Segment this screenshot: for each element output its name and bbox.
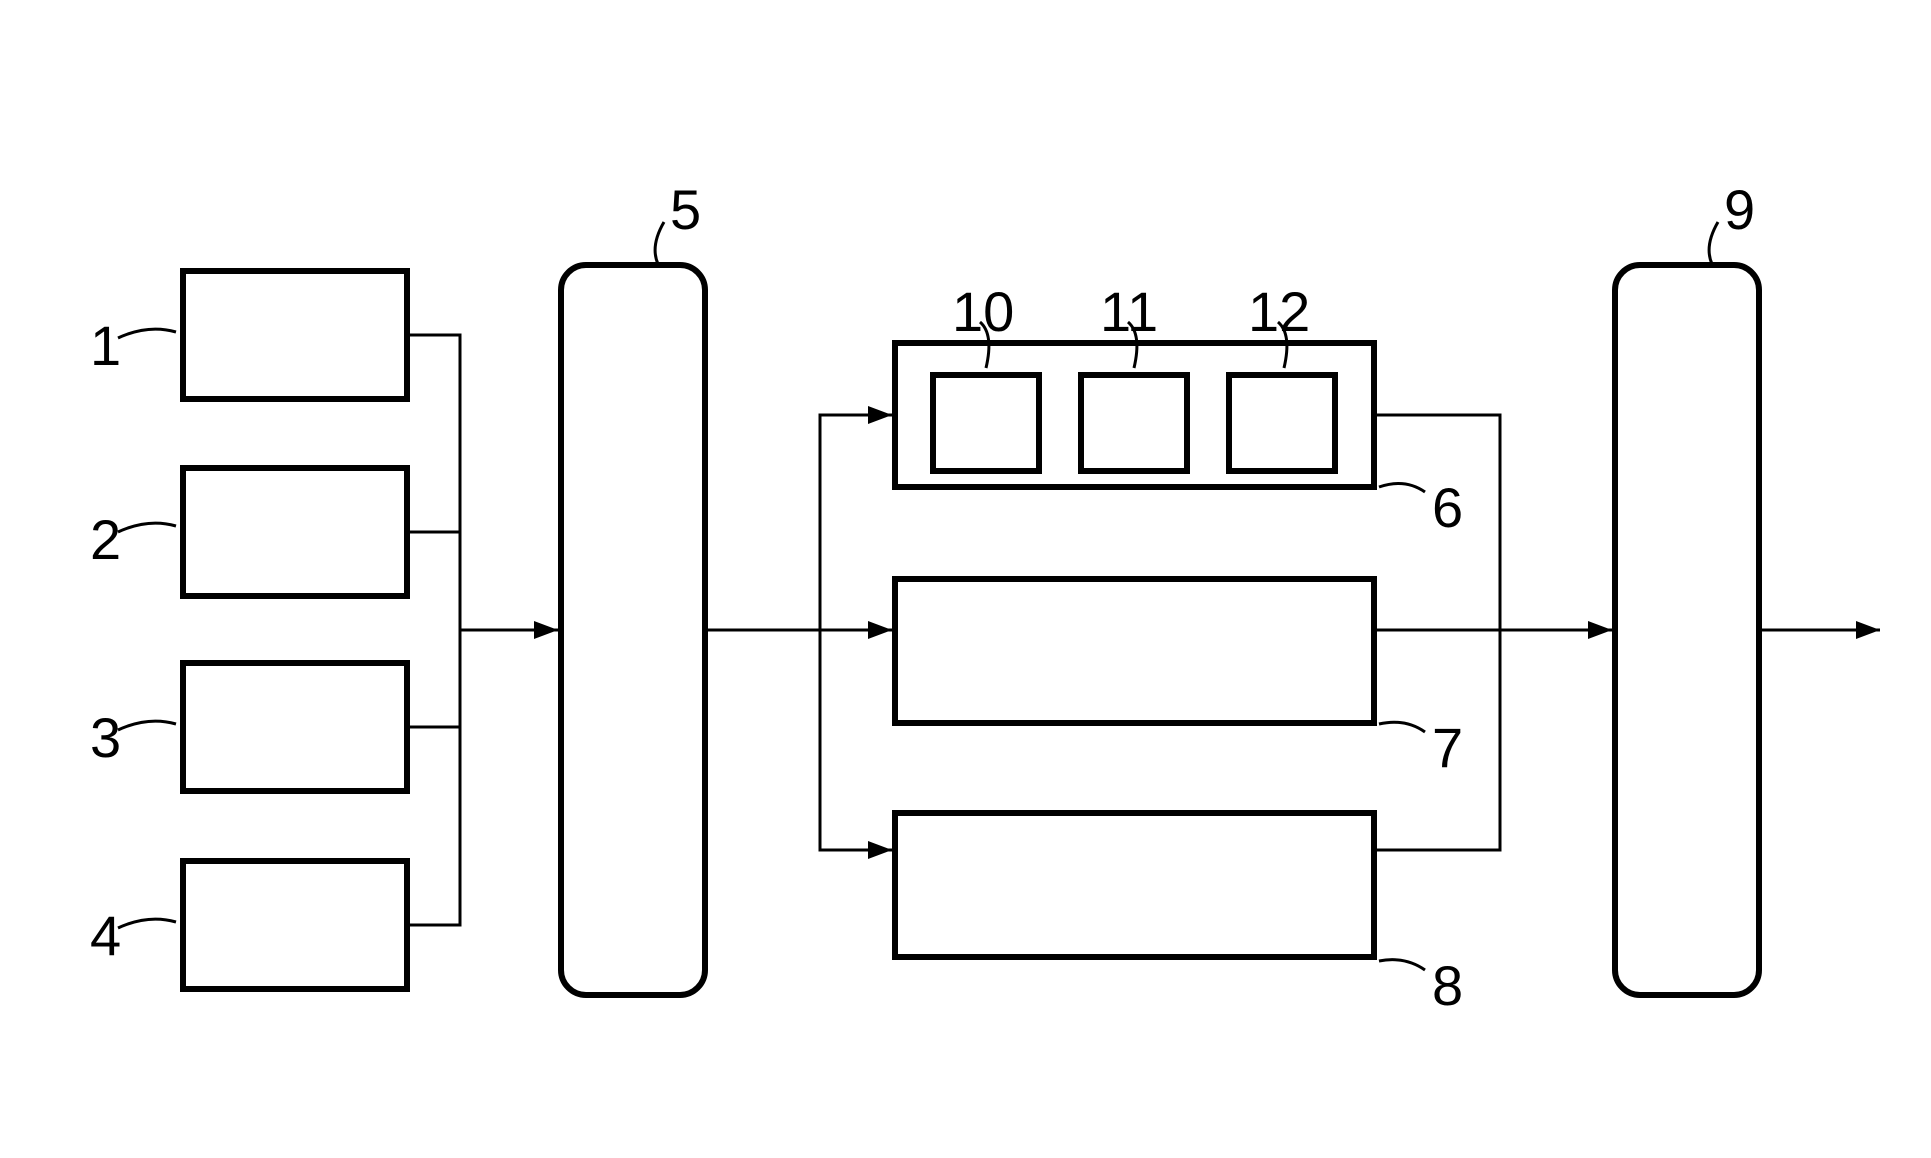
- label-3: 3: [90, 710, 121, 766]
- label-6: 6: [1432, 480, 1463, 536]
- label-10: 10: [952, 284, 1014, 340]
- label-5: 5: [670, 182, 701, 238]
- label-11: 11: [1100, 284, 1158, 340]
- label-1: 1: [90, 318, 121, 374]
- label-8: 8: [1432, 958, 1463, 1014]
- node-n11: [1078, 372, 1190, 474]
- diagram-canvas: 123456789101112: [0, 0, 1931, 1158]
- node-n5: [558, 262, 708, 998]
- label-12: 12: [1248, 284, 1310, 340]
- node-n1: [180, 268, 410, 402]
- node-n9: [1612, 262, 1762, 998]
- node-n4: [180, 858, 410, 992]
- node-n10: [930, 372, 1042, 474]
- node-n12: [1226, 372, 1338, 474]
- node-n8: [892, 810, 1377, 960]
- node-n3: [180, 660, 410, 794]
- label-7: 7: [1432, 720, 1463, 776]
- node-n2: [180, 465, 410, 599]
- label-2: 2: [90, 512, 121, 568]
- label-4: 4: [90, 908, 121, 964]
- label-9: 9: [1724, 182, 1755, 238]
- node-n7: [892, 576, 1377, 726]
